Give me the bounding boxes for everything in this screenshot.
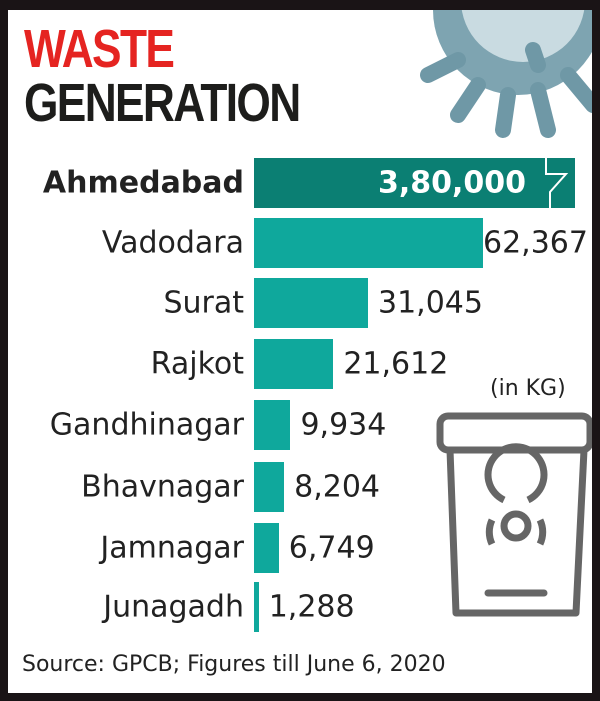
- category-label: Rajkot: [150, 346, 244, 382]
- value-label: 62,367: [483, 225, 588, 261]
- category-label: Vadodara: [101, 225, 244, 261]
- value-label: 21,612: [343, 346, 449, 382]
- value-label: 3,80,000: [378, 165, 527, 201]
- chart-title-line1: WASTE: [24, 19, 175, 79]
- bar-jamnagar: [254, 523, 279, 573]
- value-label: 31,045: [377, 285, 483, 321]
- category-label: Junagadh: [103, 589, 244, 625]
- value-label: 6,749: [288, 530, 375, 566]
- bar-rajkot: [254, 339, 334, 389]
- bar-gandhinagar: [254, 400, 291, 450]
- category-label: Bhavnagar: [81, 469, 244, 505]
- value-label: 1,288: [268, 589, 355, 625]
- value-label: 9,934: [300, 407, 387, 443]
- axis-break-icon: [545, 158, 569, 208]
- value-label: 8,204: [294, 469, 380, 505]
- chart-title-line2: GENERATION: [24, 73, 301, 133]
- unit-label: (in KG): [490, 376, 566, 401]
- bar-chart: Ahmedabad 3,80,000 Vadodara 62,367 Surat 31,0…: [8, 10, 592, 650]
- bar-junagadh: [254, 582, 259, 632]
- coronavirus-icon: [420, 10, 592, 138]
- source-note: Source: GPCB; Figures till June 6, 2020: [22, 652, 446, 677]
- bar-vadodara: [254, 218, 483, 268]
- category-label: Gandhinagar: [49, 407, 244, 443]
- category-label: Ahmedabad: [42, 165, 244, 201]
- category-label: Surat: [163, 285, 244, 321]
- bar-ahmedabad: [254, 158, 575, 208]
- biohazard-bin-icon: [436, 412, 592, 617]
- infographic: WASTE GENERATION Ahmedabad 3,80,000 Vadoda…: [8, 10, 592, 693]
- bar-surat: [254, 278, 368, 328]
- bar-bhavnagar: [254, 462, 285, 512]
- category-label: Jamnagar: [100, 530, 244, 566]
